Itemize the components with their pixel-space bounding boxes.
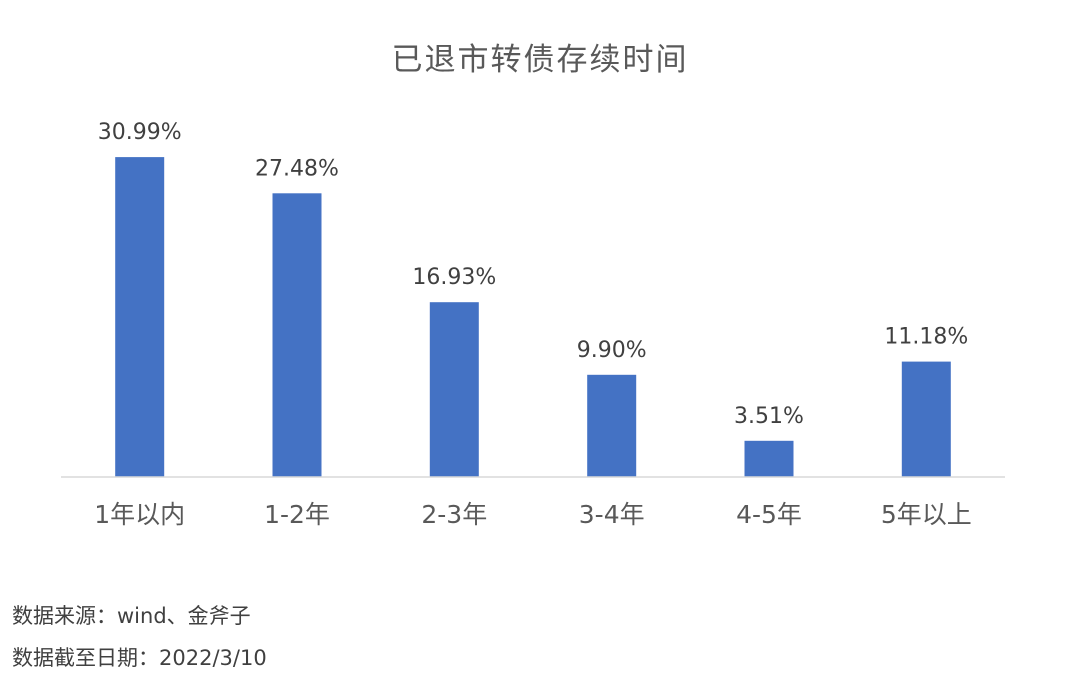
date-note: 数据截至日期：2022/3/10: [12, 646, 267, 670]
x-tick-label-4: 3-4年: [579, 500, 645, 529]
data-labels-group: 30.99% 27.48% 16.93% 9.90% 3.51% 11.18%: [98, 120, 968, 429]
data-label-5: 3.51%: [734, 404, 804, 429]
data-label-1: 30.99%: [98, 120, 182, 145]
x-tick-label-6: 5年以上: [881, 500, 972, 529]
bar-1: [115, 157, 165, 477]
bar-5: [744, 440, 794, 477]
data-label-4: 9.90%: [577, 338, 647, 363]
bar-3: [429, 302, 479, 477]
x-tick-labels-group: 1年以内 1-2年 2-3年 3-4年 4-5年 5年以上: [94, 500, 972, 529]
bars-group: [115, 157, 951, 478]
x-tick-label-1: 1年以内: [94, 500, 185, 529]
x-tick-label-3: 2-3年: [421, 500, 487, 529]
bar-2: [272, 193, 322, 478]
bar-4: [587, 374, 637, 477]
data-label-6: 11.18%: [884, 325, 968, 350]
bar-chart: 30.99%27.48%16.93%9.90%3.51%11.18% 1年以内 1…: [61, 120, 1005, 529]
source-note: 数据来源：wind、金斧子: [12, 604, 251, 628]
chart-title: 已退市转债存续时间: [391, 42, 689, 78]
data-label-3: 16.93%: [412, 265, 496, 290]
x-tick-label-2: 1-2年: [264, 500, 330, 529]
data-label-2: 27.48%: [255, 156, 339, 181]
bar-6: [901, 361, 951, 477]
x-tick-label-5: 4-5年: [736, 500, 802, 529]
